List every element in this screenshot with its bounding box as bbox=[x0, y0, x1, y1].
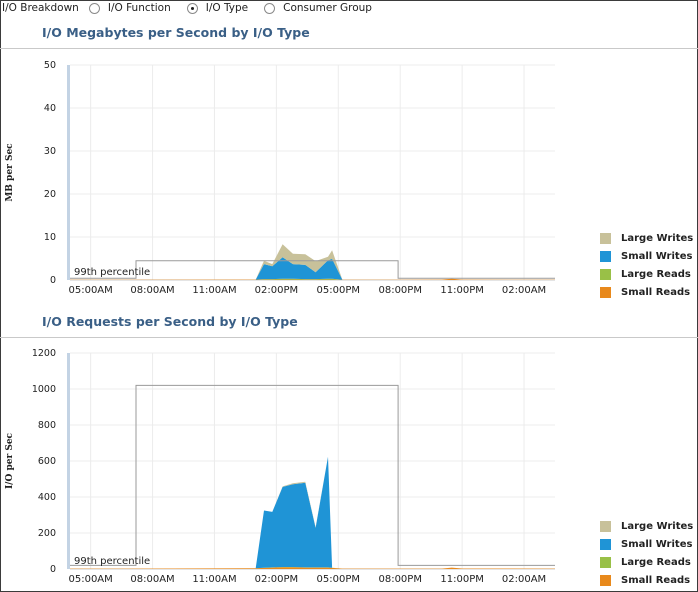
chart1-ytick-2: 400 bbox=[38, 492, 56, 503]
chart1-xtick-4: 05:00PM bbox=[317, 574, 360, 585]
chart0-percentile-label: 99th percentile bbox=[74, 267, 150, 278]
legend1-label-small-reads: Small Reads bbox=[621, 574, 691, 586]
chart1-area-small-writes bbox=[70, 456, 555, 569]
radio-consumer-group-label[interactable]: Consumer Group bbox=[283, 2, 372, 14]
legend1-item-large-writes: Large Writes bbox=[600, 517, 693, 535]
mbps-legend: Large Writes Small Writes Large Reads Small… bbox=[600, 229, 693, 301]
legend0-item-small-reads: Small Reads bbox=[600, 283, 693, 301]
chart0-ytick-5: 50 bbox=[44, 60, 56, 71]
chart0-xtick-4: 05:00PM bbox=[317, 285, 360, 296]
iops-legend: Large Writes Small Writes Large Reads Small… bbox=[600, 517, 693, 589]
legend1-item-large-reads: Large Reads bbox=[600, 553, 693, 571]
chart1-y-axis-band bbox=[67, 353, 70, 569]
chart0-percentile-line bbox=[70, 260, 555, 279]
legend1-swatch-large-writes bbox=[600, 520, 611, 532]
io-breakdown-label: I/O Breakdown bbox=[2, 2, 79, 14]
chart1-ytick-1: 200 bbox=[38, 528, 56, 539]
legend1-item-small-reads: Small Reads bbox=[600, 571, 693, 589]
legend1-label-small-writes: Small Writes bbox=[621, 538, 693, 550]
radio-io-type-label[interactable]: I/O Type bbox=[205, 2, 249, 14]
chart1-ytick-5: 1000 bbox=[32, 384, 56, 395]
chart0-ytick-1: 10 bbox=[44, 232, 56, 243]
chart0-ytick-0: 0 bbox=[50, 275, 56, 286]
chart0-xtick-5: 08:00PM bbox=[378, 285, 421, 296]
chart0-xtick-0: 05:00AM bbox=[68, 285, 112, 296]
legend0-item-large-reads: Large Reads bbox=[600, 265, 693, 283]
chart0-xtick-2: 11:00AM bbox=[192, 285, 236, 296]
chart1-ytick-4: 800 bbox=[38, 420, 56, 431]
legend0-swatch-small-writes bbox=[600, 250, 611, 262]
chart1-xtick-3: 02:00PM bbox=[255, 574, 298, 585]
chart1-ytick-3: 600 bbox=[38, 456, 56, 467]
chart0-ylabel: MB per Sec bbox=[5, 143, 15, 202]
mbps-chart-title: I/O Megabytes per Second by I/O Type bbox=[42, 25, 310, 40]
legend0-swatch-large-reads bbox=[600, 268, 611, 280]
chart1-xtick-1: 08:00AM bbox=[130, 574, 174, 585]
chart0-area-small-writes bbox=[70, 257, 555, 280]
legend0-label-large-reads: Large Reads bbox=[621, 268, 691, 280]
legend1-swatch-large-reads bbox=[600, 556, 611, 568]
iops-chart: 0 200 400 600 800 1000 1200 05:00AM 08:00AM 11:00… bbox=[5, 348, 555, 585]
chart0-area-large-writes bbox=[70, 244, 555, 280]
legend1-swatch-small-writes bbox=[600, 538, 611, 550]
legend0-label-small-writes: Small Writes bbox=[621, 250, 693, 262]
radio-io-function-label[interactable]: I/O Function bbox=[107, 2, 171, 14]
legend1-item-small-writes: Small Writes bbox=[600, 535, 693, 553]
chart0-xtick-6: 11:00PM bbox=[440, 285, 483, 296]
chart1-ytick-6: 1200 bbox=[32, 348, 56, 359]
legend1-label-large-reads: Large Reads bbox=[621, 556, 691, 568]
chart0-area-large-reads bbox=[70, 278, 555, 280]
chart0-area-small-reads bbox=[70, 278, 555, 280]
chart1-xtick-6: 11:00PM bbox=[440, 574, 483, 585]
legend0-item-small-writes: Small Writes bbox=[600, 247, 693, 265]
chart0-xtick-3: 02:00PM bbox=[255, 285, 298, 296]
legend0-swatch-large-writes bbox=[600, 232, 611, 244]
chart0-ytick-3: 30 bbox=[44, 146, 56, 157]
iops-chart-title: I/O Requests per Second by I/O Type bbox=[42, 314, 298, 329]
chart0-y-axis-band bbox=[67, 65, 70, 280]
radio-io-function[interactable]: I/O Function bbox=[88, 2, 171, 14]
radio-consumer-group[interactable]: Consumer Group bbox=[264, 2, 372, 14]
legend0-item-large-writes: Large Writes bbox=[600, 229, 693, 247]
chart1-ytick-0: 0 bbox=[50, 564, 56, 575]
chart1-percentile-label: 99th percentile bbox=[74, 556, 150, 567]
chart1-xtick-2: 11:00AM bbox=[192, 574, 236, 585]
iops-title-rule bbox=[0, 337, 698, 338]
mbps-chart: 0 10 20 30 40 50 05:00AM 08:00AM 11:00AM 02:00PM 0… bbox=[5, 60, 555, 296]
legend1-label-large-writes: Large Writes bbox=[621, 520, 694, 532]
radio-io-type[interactable]: I/O Type bbox=[186, 2, 249, 14]
legend1-swatch-small-reads bbox=[600, 574, 611, 586]
chart1-xtick-0: 05:00AM bbox=[68, 574, 112, 585]
chart1-xtick-5: 08:00PM bbox=[378, 574, 421, 585]
radio-io-type-indicator[interactable] bbox=[186, 2, 198, 14]
chart0-ytick-4: 40 bbox=[44, 103, 56, 114]
chart0-ytick-2: 20 bbox=[44, 189, 56, 200]
chart0-xtick-1: 08:00AM bbox=[130, 285, 174, 296]
radio-io-function-indicator[interactable] bbox=[88, 2, 100, 14]
mbps-title-rule bbox=[0, 48, 698, 49]
chart1-ylabel: I/O per Sec bbox=[5, 432, 15, 489]
legend0-label-small-reads: Small Reads bbox=[621, 286, 691, 298]
chart1-area-small-reads bbox=[70, 567, 555, 569]
legend0-label-large-writes: Large Writes bbox=[621, 232, 694, 244]
chart1-percentile-line bbox=[70, 384, 555, 566]
io-breakdown-bar: I/O Breakdown I/O Function I/O Type Cons… bbox=[2, 0, 388, 16]
legend0-swatch-small-reads bbox=[600, 286, 611, 298]
radio-consumer-group-indicator[interactable] bbox=[264, 2, 276, 14]
chart1-xtick-7: 02:00AM bbox=[502, 574, 546, 585]
chart0-xtick-7: 02:00AM bbox=[502, 285, 546, 296]
